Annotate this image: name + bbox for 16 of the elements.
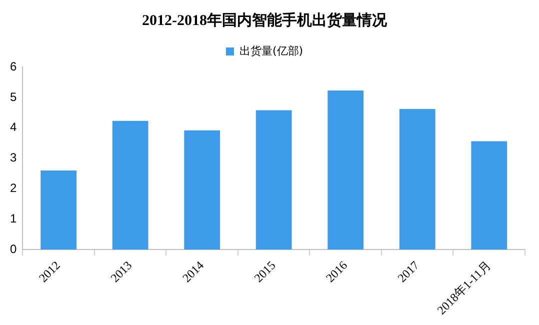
y-tick-label: 6	[10, 59, 17, 74]
bar	[471, 141, 508, 250]
bar	[112, 120, 148, 250]
y-tick-label: 1	[10, 212, 17, 226]
bar	[328, 90, 364, 250]
y-tick-label: 5	[10, 90, 17, 104]
y-tick-label: 3	[10, 150, 17, 165]
y-tick-label: 2	[10, 181, 17, 196]
y-tick-label: 4	[10, 120, 17, 134]
bar	[184, 130, 220, 250]
legend-label: 出货量(亿部)	[239, 44, 304, 58]
bar	[40, 170, 76, 250]
chart-title: 2012-2018年国内智能手机出货量情况	[142, 12, 388, 29]
bar	[256, 110, 292, 250]
y-tick-label: 0	[10, 242, 17, 256]
bar	[399, 109, 436, 250]
